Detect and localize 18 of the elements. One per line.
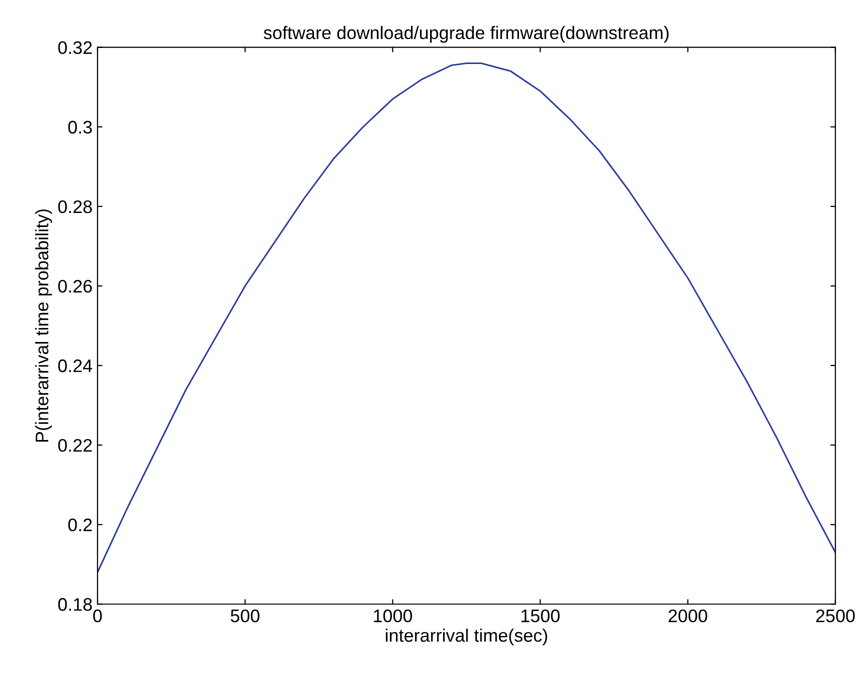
x-tick-label: 2500	[816, 609, 855, 622]
x-tick-label: 1000	[374, 609, 412, 622]
x-tick-label: 1500	[522, 609, 560, 622]
x-tick-label: 0	[93, 609, 102, 622]
y-axis-title: P(interarrival time probability)	[35, 209, 52, 442]
y-tick-label: 0.28	[58, 200, 92, 214]
line-series	[98, 62, 836, 574]
y-tick-label: 0.18	[58, 598, 92, 611]
x-axis-title: interarrival time(sec)	[386, 628, 548, 646]
x-tick-label: 2000	[668, 609, 708, 622]
y-tick-label: 0.3	[68, 120, 92, 134]
x-tick-label: 500	[230, 609, 260, 622]
y-tick-label: 0.2	[68, 518, 92, 532]
y-tick-label: 0.22	[58, 438, 92, 452]
y-tick-label: 0.24	[58, 359, 92, 372]
y-tick-label: 0.26	[58, 280, 92, 293]
y-tick-label: 0.32	[58, 41, 92, 54]
chart-title: software download/upgrade firmware(downstream)	[264, 26, 669, 43]
